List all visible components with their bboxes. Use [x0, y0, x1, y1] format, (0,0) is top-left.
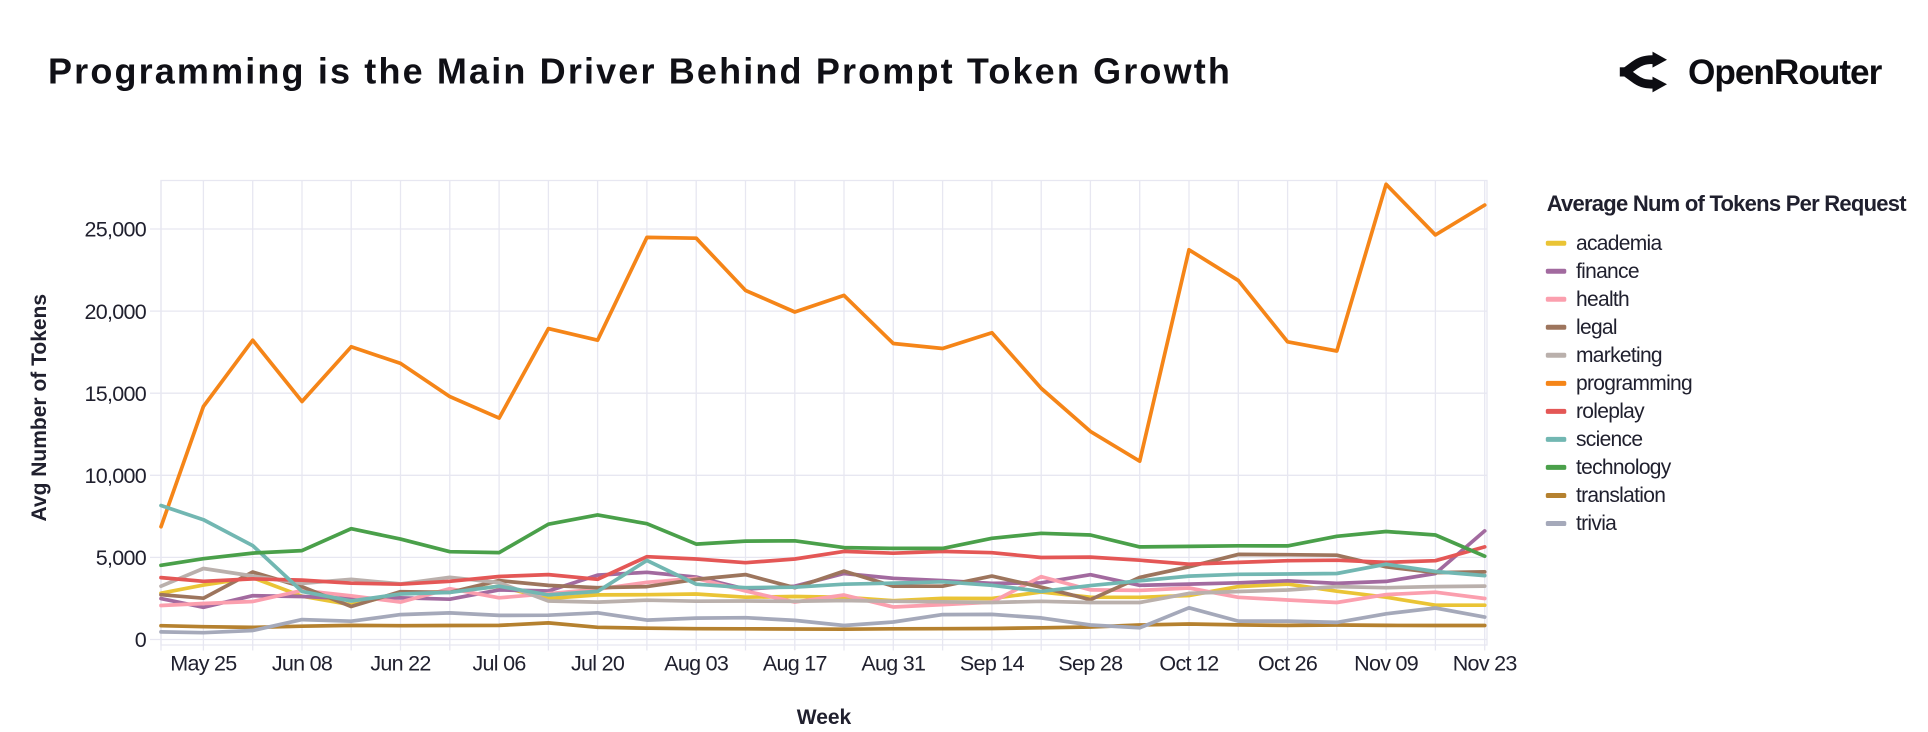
svg-text:May 25: May 25 [170, 652, 237, 676]
svg-text:Nov 09: Nov 09 [1354, 652, 1418, 676]
svg-text:10,000: 10,000 [84, 464, 146, 488]
svg-text:health: health [1576, 288, 1629, 311]
svg-text:Jun 22: Jun 22 [370, 652, 430, 676]
svg-text:5,000: 5,000 [96, 546, 147, 570]
svg-text:roleplay: roleplay [1576, 400, 1645, 423]
svg-text:legal: legal [1576, 316, 1617, 339]
svg-text:Week: Week [797, 706, 852, 729]
svg-text:Jun 08: Jun 08 [272, 652, 333, 676]
svg-text:Jul 06: Jul 06 [473, 652, 527, 676]
svg-text:20,000: 20,000 [84, 300, 146, 324]
svg-text:academia: academia [1576, 232, 1662, 255]
svg-text:0: 0 [135, 628, 147, 652]
svg-text:Programming is the Main Driver: Programming is the Main Driver Behind Pr… [48, 51, 1232, 92]
svg-text:Oct 12: Oct 12 [1159, 652, 1218, 676]
svg-text:15,000: 15,000 [84, 382, 146, 406]
svg-text:Aug 31: Aug 31 [861, 652, 925, 676]
svg-text:25,000: 25,000 [84, 218, 146, 242]
svg-text:Jul 20: Jul 20 [571, 652, 625, 676]
svg-text:trivia: trivia [1576, 512, 1617, 535]
svg-text:translation: translation [1576, 484, 1665, 507]
svg-text:finance: finance [1576, 260, 1639, 283]
svg-text:marketing: marketing [1576, 344, 1662, 367]
svg-text:Avg Number of Tokens: Avg Number of Tokens [28, 294, 51, 522]
svg-text:Sep 28: Sep 28 [1058, 652, 1123, 676]
svg-text:Aug 17: Aug 17 [763, 652, 827, 676]
svg-text:Nov 23: Nov 23 [1453, 652, 1518, 676]
svg-text:technology: technology [1576, 456, 1672, 479]
svg-text:programming: programming [1576, 372, 1692, 395]
svg-text:Oct 26: Oct 26 [1258, 652, 1318, 676]
svg-text:Average Num of Tokens Per Requ: Average Num of Tokens Per Request [1547, 191, 1908, 216]
svg-text:OpenRouter: OpenRouter [1688, 53, 1883, 92]
svg-text:Aug 03: Aug 03 [664, 652, 729, 676]
svg-text:science: science [1576, 428, 1642, 451]
svg-text:Sep 14: Sep 14 [960, 652, 1025, 676]
